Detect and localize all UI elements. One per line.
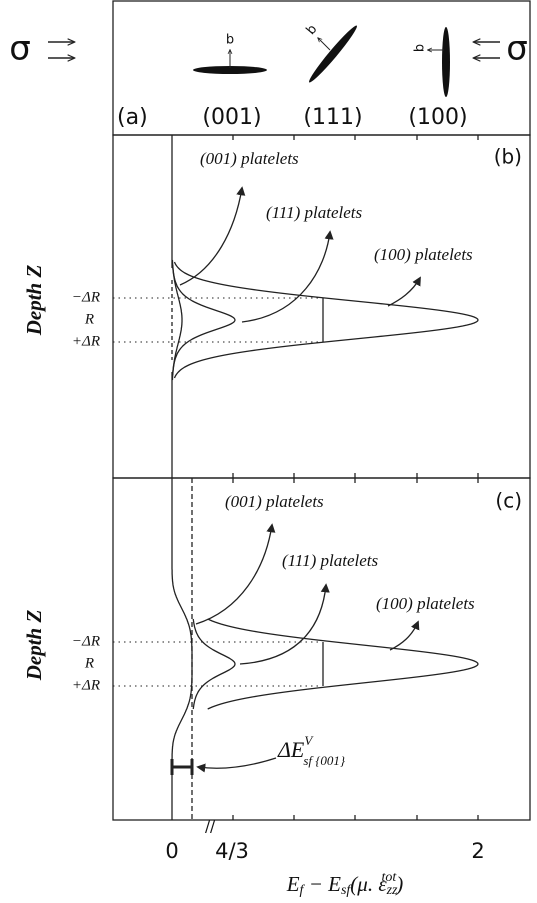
curve [173,261,479,379]
pointer-arrow [196,757,277,773]
burgers-label: b [304,22,321,38]
pointer-arrow [241,230,334,323]
depth-tick: +ΔR [72,333,100,349]
x-label-part: − E [303,872,341,896]
y-label: Depth Z [22,610,46,682]
curve [192,618,236,710]
pointer-arrow [195,523,276,625]
panel-label: (a) [117,105,148,130]
pointer-arrow [389,620,420,651]
frames [112,0,531,821]
panel-a: σ σ b b b (a) (001) (111) (100) [9,22,528,130]
gap-sub: sf {001} [303,753,346,768]
axis-break: // [205,818,216,836]
pointer-arrow [387,276,421,307]
x-tick-label: 2 [471,839,484,863]
x-tick-label: 0 [165,839,178,863]
x-label: Ef − Esf(μ. εzztot) [286,870,404,898]
burgers-label: b [226,33,234,48]
x-label-part: zz [386,883,398,898]
platelet-label: (001) platelets [200,149,299,168]
x-label-part: ) [395,872,403,896]
pointer-arrow [239,583,330,665]
x-label-part: sf [341,883,352,898]
platelet-100 [442,27,450,97]
y-label: Depth Z [22,265,46,337]
platelet-label: (001) platelets [225,492,324,511]
x-label-part: (μ. ε [350,872,387,896]
gap-main: ΔE [277,737,305,762]
curve [207,618,479,710]
panel-label: (c) [495,489,522,513]
x-label-part: f [300,883,306,898]
curve [172,264,236,376]
orientation-label: (001) [202,105,261,130]
curve [171,259,183,381]
gap-label: ΔEV sf {001} [277,733,346,768]
depth-tick: −ΔR [72,289,100,305]
x-label-part: E [286,872,300,896]
burgers-arrow [318,38,331,51]
gap-sup: V [304,733,314,748]
stress-right: σ [506,29,528,69]
platelet-label: (100) platelets [376,594,475,613]
depth-tick: +ΔR [72,677,100,693]
depth-tick: −ΔR [72,633,100,649]
curves [113,135,479,820]
platelet-label: (100) platelets [374,245,473,264]
orientation-label: (100) [408,105,467,130]
platelet-001 [193,66,267,74]
burgers-label: b [413,44,428,52]
panel-label: (b) [494,145,522,169]
platelet-label: (111) platelets [266,203,363,222]
pointer-arrow [179,186,246,286]
platelet-111 [309,25,357,83]
platelet-label: (111) platelets [282,551,379,570]
x-tick-label: 4/3 [215,839,249,863]
stress-left: σ [9,29,31,69]
stress-arrows [48,42,500,58]
depth-tick: R [84,311,94,327]
depth-tick: R [84,655,94,671]
x-label-part: tot [382,870,398,885]
curve [171,478,193,820]
orientation-label: (111) [303,105,362,130]
